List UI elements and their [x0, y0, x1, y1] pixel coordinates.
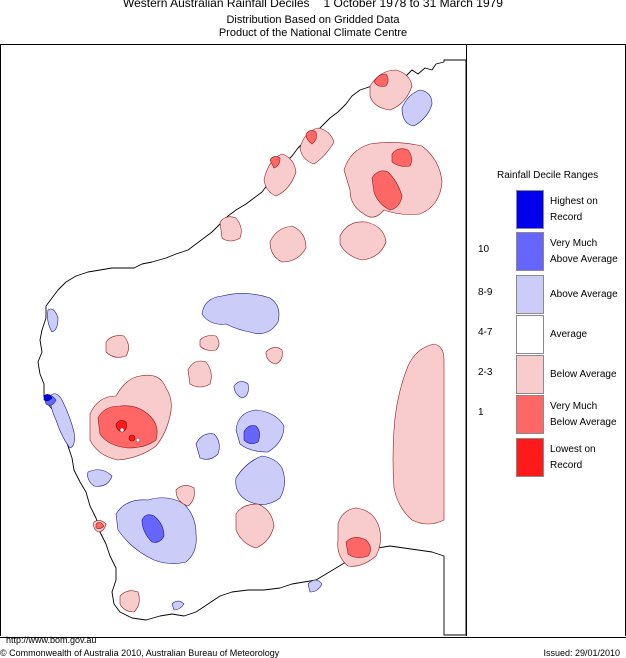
legend-row-highest: Highest on Record	[478, 190, 618, 229]
region-above-average-kimberley-east	[401, 89, 433, 127]
map-frame	[0, 44, 626, 638]
region-above-average-carnarvon	[47, 308, 59, 333]
legend-row-lowest: Lowest on Record	[478, 438, 618, 477]
region-below-average-pilbara-inland-east	[339, 221, 387, 261]
region-above-average-kalgoorlie	[195, 433, 220, 460]
legend-swatch-very-much-above	[516, 232, 544, 271]
legend-row-average: 4-7 Average	[478, 315, 618, 354]
source-url[interactable]: http://www.bom.gov.au	[6, 635, 97, 645]
legend-swatch-average	[516, 315, 544, 354]
legend-code: 1	[478, 407, 484, 418]
legend-label: Below Average	[550, 368, 617, 380]
region-very-much-below-average-kimberley-west	[305, 130, 317, 145]
average-island-murchison-east	[135, 437, 141, 443]
legend-row-very-much-above: 10 Very Much Above Average	[478, 232, 618, 271]
map-title-region: Western Australian Rainfall Deciles	[123, 0, 310, 10]
region-above-average-central	[233, 381, 249, 399]
region-above-average-south-coast	[171, 600, 185, 611]
region-below-average-pilbara-inland	[269, 225, 307, 263]
region-highest-on-record-geraldton	[43, 394, 53, 401]
region-very-much-below-average-murchison	[97, 405, 158, 449]
legend-row-very-much-below: 1 Very Much Below Average	[478, 395, 618, 434]
region-above-average-midwest-coast	[49, 393, 75, 449]
map-subtitle: Distribution Based on Gridded Data	[226, 14, 400, 26]
region-above-average-wheatbelt	[87, 469, 113, 487]
region-very-much-below-average-south-coast-east	[345, 537, 371, 558]
region-very-much-below-average-kimberley-north	[391, 148, 412, 167]
legend-swatch-very-much-below	[516, 395, 544, 434]
region-below-average-pilbara-coast	[219, 216, 242, 242]
region-very-much-below-average-kimberley-south	[371, 170, 403, 211]
legend-label: Lowest on Record	[550, 443, 596, 471]
region-very-much-below-average-kimberley-tip	[373, 73, 389, 87]
region-below-average-esperance-west	[235, 503, 275, 549]
legend-swatch-below	[516, 355, 544, 394]
legend-label: Highest on Record	[550, 195, 598, 223]
legend-code: 8-9	[478, 287, 493, 298]
legend-label: Average	[550, 328, 588, 340]
region-below-average-midwest	[265, 347, 283, 365]
legend-code: 4-7	[478, 327, 493, 338]
region-below-average-gascoyne-inland	[105, 335, 129, 358]
frame-map-divider	[466, 44, 467, 636]
legend-row-below: 2-3 Below Average	[478, 355, 618, 394]
legend-row-above: 8-9 Above Average	[478, 275, 618, 314]
region-very-much-below-average-pilbara	[269, 156, 281, 169]
region-lowest-on-record-murchison-small	[128, 434, 136, 442]
region-very-much-above-average-goldfields	[243, 425, 260, 444]
legend-swatch-lowest	[516, 438, 544, 477]
map-title-period: 1 October 1978 to 31 March 1979	[323, 0, 503, 10]
legend-label: Very Much Below Average	[550, 400, 617, 428]
legend-label: Above Average	[550, 288, 618, 300]
map-title: Western Australian Rainfall Deciles 1 Oct…	[0, 0, 626, 10]
average-island-murchison	[119, 427, 125, 433]
legend-title: Rainfall Decile Ranges	[497, 170, 599, 181]
legend-swatch-highest	[516, 190, 544, 229]
region-above-average-eastern-goldfields	[235, 455, 285, 505]
region-below-average-albany	[119, 590, 140, 613]
map-product-line: Product of the National Climate Centre	[218, 27, 408, 39]
copyright-notice: © Commonwealth of Australia 2010, Austra…	[0, 648, 280, 658]
region-below-average-nullarbor	[392, 343, 445, 525]
region-very-much-below-average-perth-coast	[95, 522, 105, 529]
legend-label: Very Much Above Average	[550, 237, 618, 265]
region-below-average-gascoyne-east	[199, 335, 220, 351]
region-above-average-esperance	[307, 579, 323, 593]
issued-date: Issued: 29/01/2010	[543, 648, 620, 658]
region-below-average-wheatbelt-north	[175, 485, 195, 507]
region-above-average-pilbara-inland	[201, 293, 280, 334]
legend-code: 10	[478, 244, 490, 255]
frame-left-edge	[0, 44, 1, 636]
legend-swatch-above	[516, 275, 544, 314]
region-very-much-above-average-great-southern	[141, 514, 165, 543]
region-below-average-murchison-east	[187, 360, 212, 388]
legend-code: 2-3	[478, 367, 493, 378]
